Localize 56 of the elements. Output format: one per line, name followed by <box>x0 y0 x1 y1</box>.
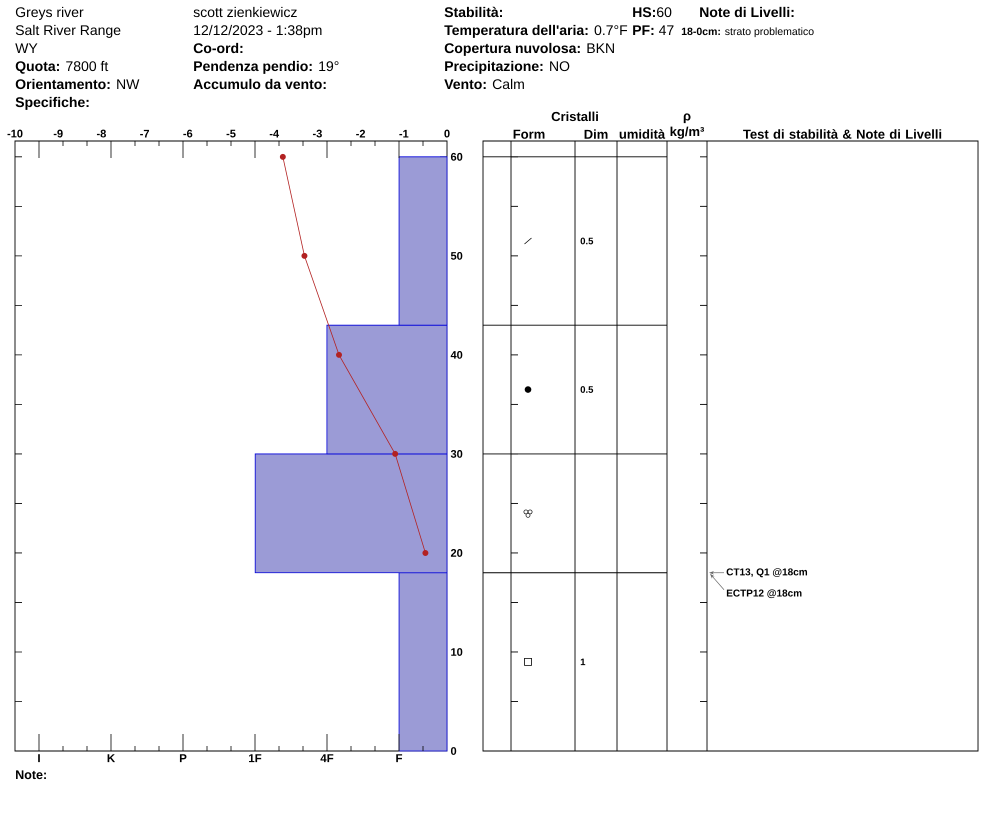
x-tick-label: 0 <box>444 130 450 138</box>
y-tick-label: 0 <box>450 747 456 755</box>
text: Temperatura dell'aria: 0.7°F <box>444 24 628 38</box>
text: P <box>180 754 186 762</box>
text: 0.5 <box>580 238 594 244</box>
text: F <box>396 754 402 762</box>
text: Salt River Range <box>16 24 120 38</box>
y-tick-label: 60 <box>450 152 462 161</box>
text: scott zienkiewicz <box>194 6 297 18</box>
x-tick-label: -2 <box>356 130 366 138</box>
x-tick-label: -4 <box>270 130 280 138</box>
y-tick-label: 10 <box>451 648 462 656</box>
text: Test di stabilità & Note di Livelli <box>743 129 942 139</box>
y-tick-label: 20 <box>450 549 462 557</box>
text: Orientamento: NW <box>16 78 140 90</box>
y-tick-label: 30 <box>450 450 462 458</box>
text: Vento: Calm <box>444 78 524 90</box>
text: Precipitazione: NO <box>445 60 570 74</box>
text: 1 <box>580 658 586 666</box>
text: umidità <box>620 129 666 139</box>
text: Cristalli <box>552 112 598 122</box>
x-tick-label: -1 <box>399 130 408 138</box>
text: 18-0cm: strato problematico <box>682 27 814 38</box>
x-tick-label: -5 <box>226 130 236 138</box>
x-tick-label: -9 <box>54 130 63 138</box>
text: Greys river <box>16 6 84 20</box>
text: Stabilità: <box>444 6 502 18</box>
text: Note di Livelli: <box>700 6 794 18</box>
text: 12/12/2023 - 1:38pm <box>194 24 322 38</box>
text: Specifiche: <box>16 96 89 110</box>
text: 0.5 <box>580 386 594 393</box>
text: PF: 47 <box>633 25 674 35</box>
text: WY <box>15 43 38 53</box>
x-tick-label: -10 <box>7 130 22 138</box>
x-tick-label: -6 <box>183 130 192 138</box>
x-tick-label: -3 <box>312 130 322 138</box>
text: Copertura nuvolosa: BKN <box>444 42 614 56</box>
x-tick-label: -7 <box>140 130 150 138</box>
text: HS:60 <box>633 7 672 18</box>
text: Accumulo da vento: <box>194 78 326 90</box>
y-tick-label: 40 <box>450 350 462 359</box>
y-tick-label: 50 <box>450 252 462 260</box>
text: Pendenza pendio: 19° <box>194 60 339 74</box>
text: 1F <box>249 754 262 762</box>
text: Quota: 7800 ft <box>16 60 108 74</box>
text: Co-ord: <box>194 42 242 54</box>
text: CT13, Q1 @18cm <box>726 568 808 578</box>
x-tick-label: -8 <box>96 130 106 138</box>
text: Dim <box>584 129 608 139</box>
text: I <box>38 754 40 762</box>
text: Form <box>514 130 544 139</box>
text: ρ kg/m³ <box>670 113 704 139</box>
text: K <box>108 754 116 762</box>
text: ECTP12 @18cm <box>726 589 802 598</box>
text: Note: <box>16 770 46 780</box>
text: 4F <box>320 754 334 762</box>
